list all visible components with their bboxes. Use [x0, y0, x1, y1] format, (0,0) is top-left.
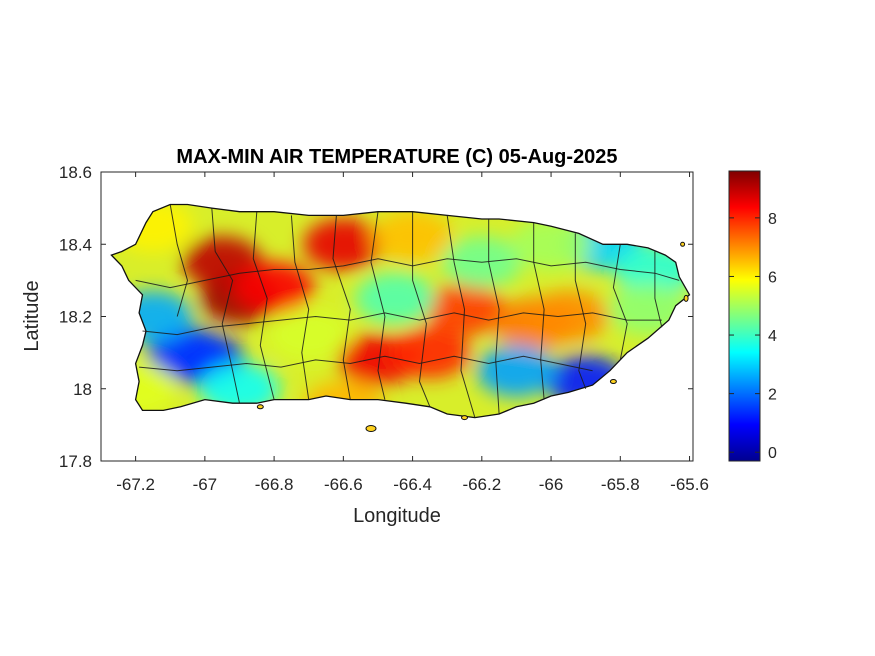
- municipality-boundary-15: [139, 355, 593, 372]
- y-tick-label: 18.6: [59, 163, 92, 182]
- islet-0: [365, 425, 377, 432]
- municipality-boundary-11: [612, 244, 628, 360]
- municipality-boundary-1: [211, 208, 240, 404]
- islet-3: [680, 241, 686, 247]
- municipality-boundary-3: [290, 215, 310, 400]
- y-tick-label: 17.8: [59, 452, 92, 471]
- x-tick-label: -67.2: [116, 475, 155, 494]
- islet-2: [609, 379, 617, 384]
- y-tick-label: 18.4: [59, 235, 92, 254]
- heat-cell-20: [268, 308, 349, 361]
- x-tick-label: -67: [193, 475, 218, 494]
- island-coastline: [110, 203, 691, 419]
- municipality-boundary-14: [142, 312, 662, 336]
- y-axis-label: Latitude: [21, 280, 43, 351]
- heat-cell-22: [355, 272, 436, 325]
- x-tick-label: -66.8: [255, 475, 294, 494]
- islet-5: [256, 404, 264, 410]
- colorbar-tick-label: 4: [768, 328, 777, 345]
- municipality-boundary-6: [412, 211, 431, 407]
- municipality-boundary-7: [446, 215, 476, 418]
- municipality-boundary-9: [533, 222, 545, 400]
- x-axis-label: Longitude: [353, 505, 441, 527]
- heat-cell-8: [528, 290, 609, 343]
- island-heatmap: [111, 204, 690, 418]
- municipality-boundary-8: [488, 219, 500, 415]
- municipality-boundary-0: [169, 204, 189, 317]
- municipality-boundary-13: [135, 258, 680, 289]
- heat-cell-2: [303, 218, 384, 271]
- x-tick-label: -66.2: [462, 475, 501, 494]
- municipality-boundary-4: [332, 215, 351, 400]
- y-axis-ticks: 17.8 18 18.2 18.4 18.6: [59, 163, 693, 471]
- islet-1: [461, 415, 468, 421]
- plot-axes: -67.2 -67 -66.8 -66.6 -66.4 -66.2 -66 -65.8 -65.…: [59, 163, 709, 494]
- offshore-islets: [256, 241, 689, 432]
- municipality-boundary-10: [574, 233, 587, 389]
- municipality-boundary-2: [252, 211, 275, 400]
- x-tick-label: -66: [539, 475, 564, 494]
- chart-title: MAX-MIN AIR TEMPERATURE (C) 05-Aug-2025: [176, 146, 617, 168]
- heat-cell-3: [234, 261, 315, 314]
- municipality-boundaries: [135, 204, 680, 418]
- colorbar-tick-label: 8: [768, 211, 777, 228]
- colorbar-tick-label: 0: [768, 445, 777, 462]
- x-axis-ticks: -67.2 -67 -66.8 -66.6 -66.4 -66.2 -66 -65.8 -65.…: [116, 172, 709, 494]
- colorbar-ticks: 0 2 4 6 8: [729, 211, 777, 462]
- y-tick-label: 18.2: [59, 308, 92, 327]
- x-tick-label: -66.4: [393, 475, 432, 494]
- colorbar: 0 2 4 6 8: [728, 170, 777, 462]
- x-tick-label: -65.6: [670, 475, 709, 494]
- x-tick-label: -66.6: [324, 475, 363, 494]
- heat-cell-15: [476, 344, 557, 397]
- colorbar-tick-label: 2: [768, 387, 777, 404]
- heatmap-field: [111, 204, 690, 418]
- heat-cell-5: [389, 326, 470, 379]
- colorbar-tick-label: 6: [768, 269, 777, 286]
- y-tick-label: 18: [73, 380, 92, 399]
- municipality-boundary-12: [654, 251, 663, 328]
- x-tick-label: -65.8: [601, 475, 640, 494]
- islet-4: [683, 294, 689, 302]
- municipality-boundary-5: [370, 211, 386, 400]
- colorbar-gradient: [728, 170, 761, 462]
